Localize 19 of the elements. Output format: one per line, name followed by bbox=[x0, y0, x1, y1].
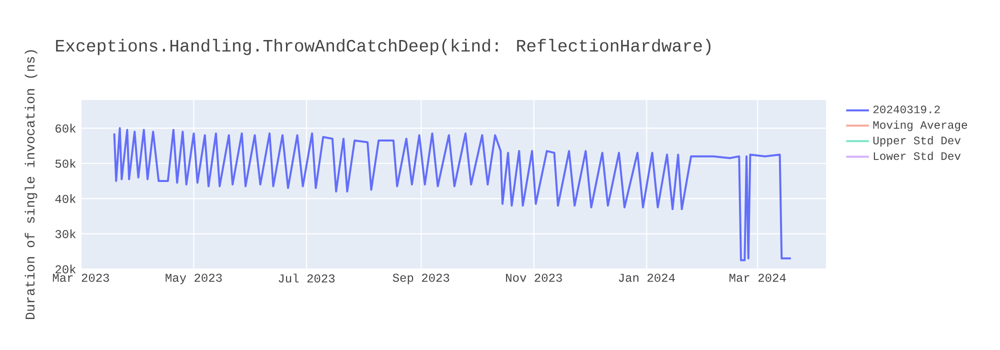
y-tick-label: 50k bbox=[55, 158, 76, 168]
y-tick-label: 40k bbox=[55, 194, 76, 203]
x-tick-label: Jul 2023 bbox=[278, 274, 335, 283]
y-axis-title: Duration of single invocation (ns) bbox=[24, 50, 38, 319]
x-tick-label: May 2023 bbox=[166, 274, 222, 284]
legend-label: Lower Std Dev bbox=[874, 152, 961, 160]
legend-label: Upper Std Dev bbox=[873, 136, 961, 147]
x-tick-label: Mar 2023 bbox=[52, 274, 110, 282]
legend-label: Moving Average bbox=[873, 120, 968, 132]
x-tick-label: Sep 2023 bbox=[392, 274, 450, 284]
x-tick-label: Jan 2024 bbox=[618, 274, 675, 282]
y-tick-label: 20k bbox=[56, 264, 76, 274]
y-tick-label: 60k bbox=[56, 124, 76, 133]
legend-label: 20240319.2 bbox=[873, 106, 940, 114]
y-tick-label: 30k bbox=[55, 229, 76, 238]
line-series bbox=[113, 127, 792, 262]
x-tick-label: Mar 2024 bbox=[730, 274, 786, 282]
x-tick-label: Nov 2023 bbox=[506, 274, 562, 282]
chart-title: Exceptions.Handling.ThrowAndCatchDeep(kind: ReflectionHardware) bbox=[56, 38, 710, 56]
